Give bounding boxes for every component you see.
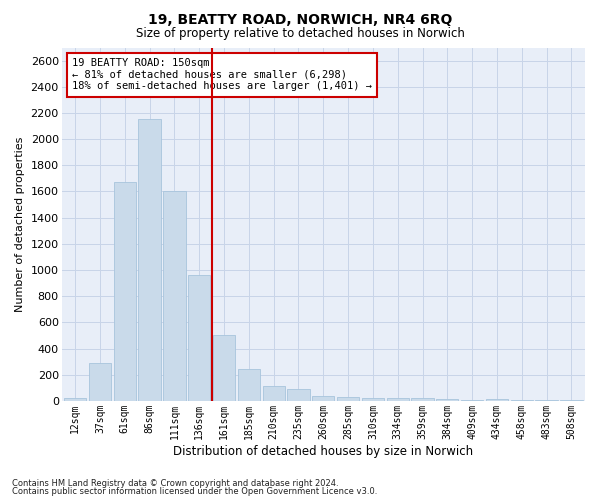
Bar — [238, 369, 260, 401]
Bar — [560, 400, 583, 401]
Bar — [337, 397, 359, 401]
Bar — [362, 398, 384, 401]
Bar — [188, 276, 211, 401]
Bar — [486, 400, 508, 401]
Text: Size of property relative to detached houses in Norwich: Size of property relative to detached ho… — [136, 28, 464, 40]
Text: Contains public sector information licensed under the Open Government Licence v3: Contains public sector information licen… — [12, 487, 377, 496]
Bar — [287, 389, 310, 401]
Bar — [312, 396, 334, 401]
Bar — [412, 398, 434, 401]
Bar — [163, 192, 185, 401]
Bar — [139, 120, 161, 401]
Bar — [511, 400, 533, 401]
X-axis label: Distribution of detached houses by size in Norwich: Distribution of detached houses by size … — [173, 444, 473, 458]
Bar — [64, 398, 86, 401]
Bar — [461, 400, 483, 401]
Bar — [89, 363, 111, 401]
Bar — [213, 336, 235, 401]
Bar — [263, 386, 285, 401]
Text: 19 BEATTY ROAD: 150sqm
← 81% of detached houses are smaller (6,298)
18% of semi-: 19 BEATTY ROAD: 150sqm ← 81% of detached… — [72, 58, 372, 92]
Bar — [535, 400, 558, 401]
Bar — [113, 182, 136, 401]
Y-axis label: Number of detached properties: Number of detached properties — [15, 136, 25, 312]
Text: Contains HM Land Registry data © Crown copyright and database right 2024.: Contains HM Land Registry data © Crown c… — [12, 478, 338, 488]
Bar — [436, 399, 458, 401]
Bar — [386, 398, 409, 401]
Text: 19, BEATTY ROAD, NORWICH, NR4 6RQ: 19, BEATTY ROAD, NORWICH, NR4 6RQ — [148, 12, 452, 26]
